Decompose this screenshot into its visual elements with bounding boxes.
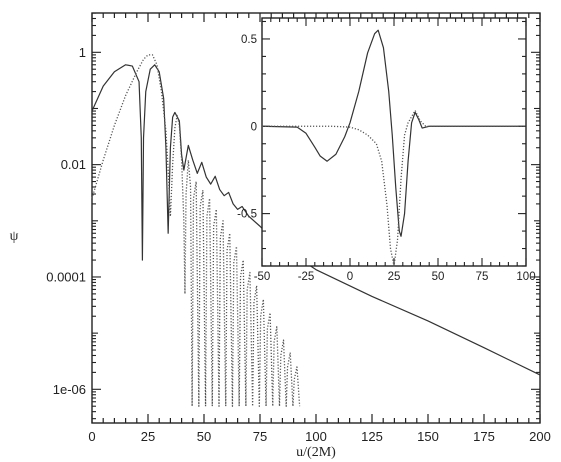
main-x-axis-label: u/(2M): [296, 445, 336, 460]
inset-x-tick-label: 25: [388, 271, 401, 283]
main-x-tick-label: 75: [253, 429, 267, 444]
main-y-axis-label: ψ: [10, 229, 19, 244]
inset-x-tick-label: -25: [298, 271, 315, 283]
inset-x-tick-label: 100: [516, 271, 535, 283]
inset-x-tick-label: 50: [432, 271, 445, 283]
main-ticks: [91, 12, 541, 423]
main-x-tick-labels: 0 25 50 75 100 125 150 175 200: [88, 429, 550, 444]
main-series-line-solid: [91, 64, 541, 376]
inset-plot: -50 -25 0 25 50 75 100 0.5 0 -0.5: [237, 17, 536, 283]
main-x-tick-label: 200: [529, 429, 551, 444]
inset-series-line-dotted: [262, 109, 526, 267]
main-series: [91, 54, 541, 407]
inset-x-tick-label: -50: [254, 271, 271, 283]
main-y-tick-label: 1: [79, 45, 86, 60]
main-x-tick-label: 100: [305, 429, 327, 444]
main-x-tick-label: 50: [197, 429, 211, 444]
inset-y-tick-label: 0.5: [241, 34, 257, 46]
main-x-tick-label: 175: [473, 429, 495, 444]
main-x-tick-label: 25: [141, 429, 155, 444]
inset-y-tick-label: -0.5: [237, 209, 257, 221]
main-y-tick-label: 1e-06: [53, 382, 86, 397]
main-x-tick-label: 0: [88, 429, 95, 444]
inset-series: [261, 29, 526, 267]
inset-x-tick-label: 0: [347, 271, 353, 283]
inset-y-tick-label: 0: [251, 121, 257, 133]
inset-x-tick-labels: -50 -25 0 25 50 75 100: [254, 271, 536, 283]
main-x-tick-label: 150: [417, 429, 439, 444]
main-y-tick-labels: 1 0.01 0.0001 1e-06: [46, 45, 86, 397]
main-plot: 0 25 50 75 100 125 150 175 200 10.010.00011e-06 …: [10, 12, 551, 460]
main-y-tick-label: 0.0001: [46, 269, 86, 284]
inset-y-tick-labels: 0.5 0 -0.5: [237, 34, 257, 221]
inset-series-line-solid: [261, 29, 526, 237]
inset-plot-background: [262, 18, 526, 266]
main-series-line-dotted: [91, 54, 301, 407]
inset-x-tick-label: 75: [476, 271, 489, 283]
main-x-tick-label: 125: [361, 429, 383, 444]
main-y-tick-label: 0.01: [61, 157, 86, 172]
